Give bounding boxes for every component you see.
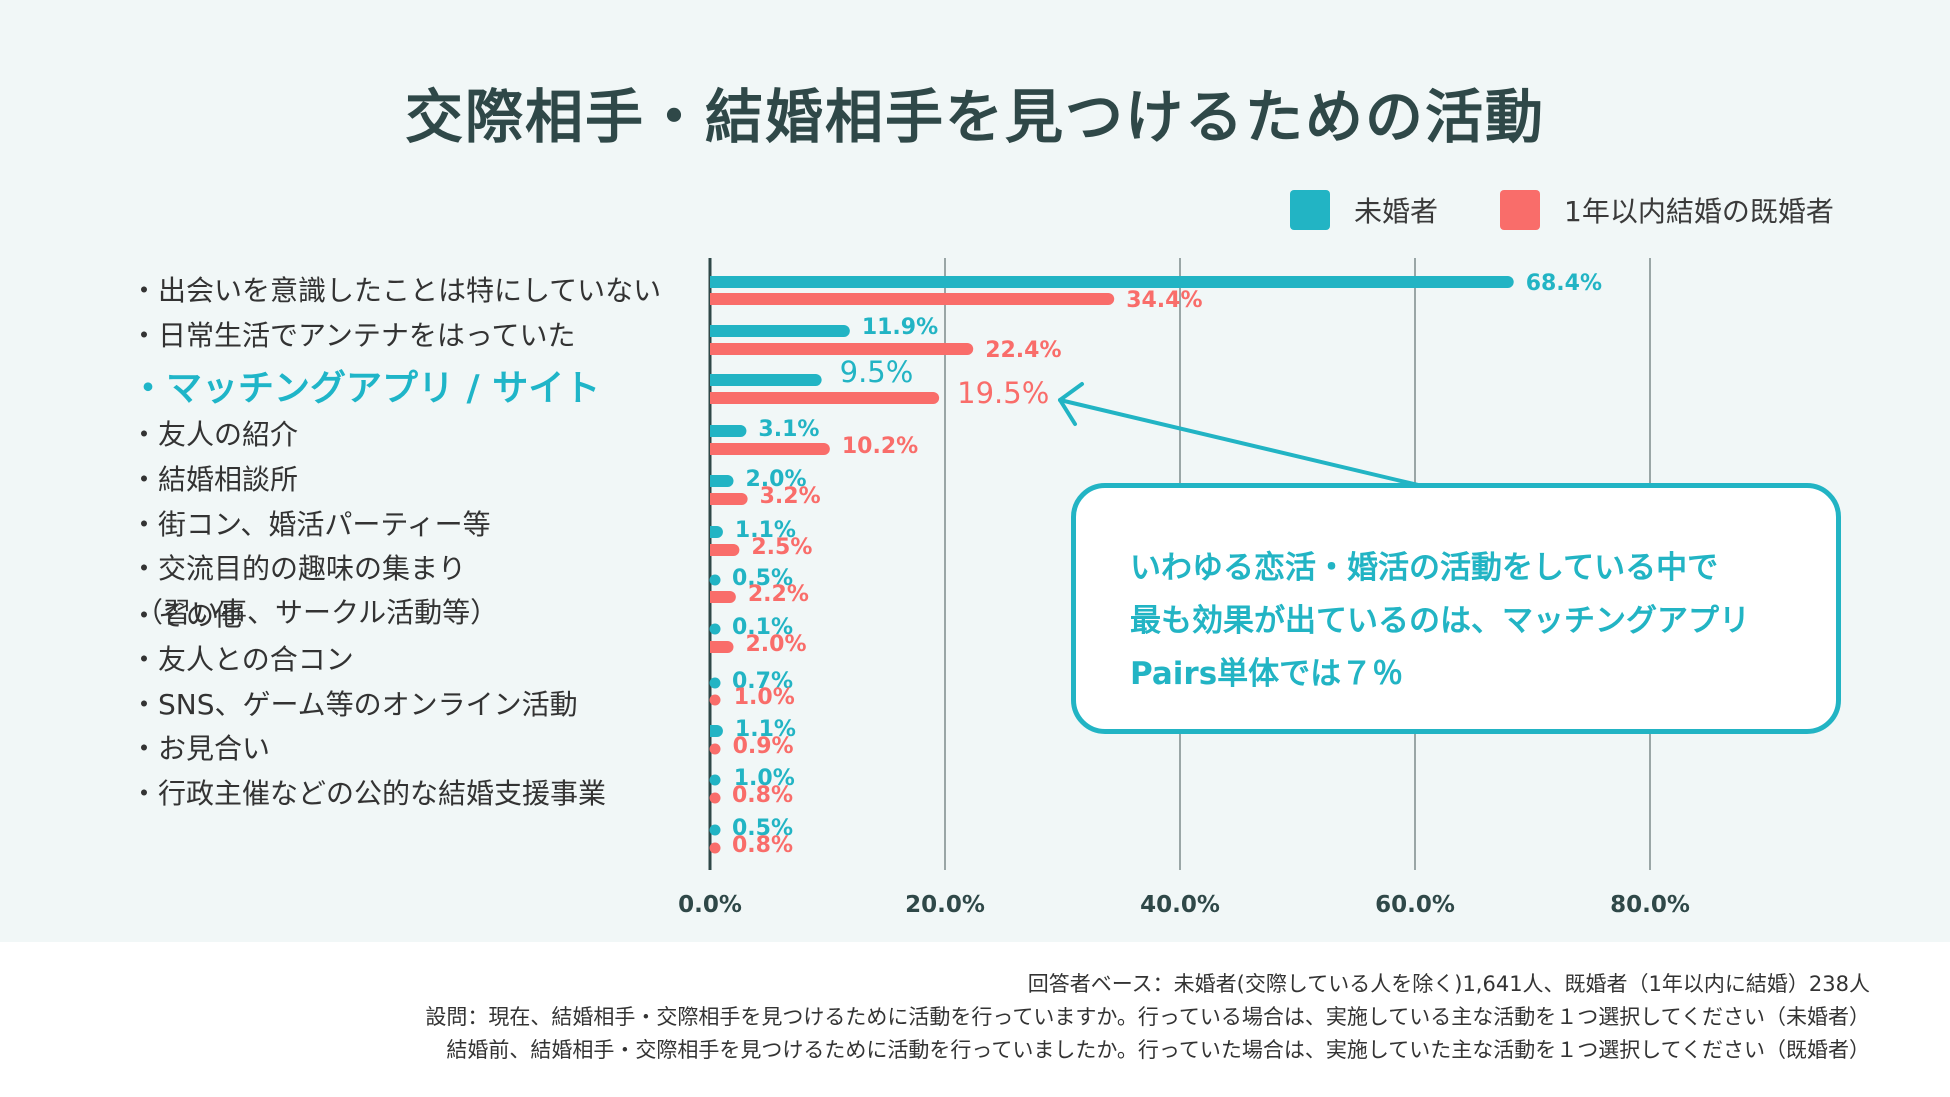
data-label: 1.0% — [734, 766, 795, 791]
category-label: ・お見合い — [130, 732, 270, 765]
bar — [710, 641, 734, 653]
bar — [710, 343, 974, 355]
callout-line-2: 最も効果が出ているのは、マッチングアプリ — [1130, 603, 1750, 639]
legend-swatch-married — [1500, 190, 1540, 230]
data-label: 2.5% — [751, 535, 812, 560]
bar — [709, 792, 721, 804]
data-label: 2.2% — [748, 582, 809, 607]
bar — [709, 774, 721, 786]
category-label: ・街コン、婚活パーティー等 — [130, 508, 491, 541]
bar — [710, 374, 822, 386]
data-label: 0.1% — [732, 615, 793, 640]
category-label: ・SNS、ゲーム等のオンライン活動 — [130, 688, 578, 721]
bar — [709, 842, 721, 854]
bar — [710, 443, 830, 455]
data-label: 0.9% — [733, 734, 794, 759]
labels: 0.0% 20.0% 40.0% 60.0% 80.0% ・出会いを意識したことは特にして… — [130, 271, 1690, 918]
footnote-question-married: 結婚前、結婚相手・交際相手を見つけるために活動を行っていましたか。行っていた場合… — [446, 1038, 1870, 1062]
legend-label-unmarried: 未婚者 — [1354, 195, 1439, 228]
category-label: ・出会いを意識したことは特にしていない — [130, 274, 661, 307]
data-label: 2.0% — [746, 467, 807, 492]
callout-box: いわゆる恋活・婚活の活動をしている中で 最も効果が出ているのは、マッチングアプリ… — [1071, 483, 1841, 734]
category-label: ・行政主催などの公的な結婚支援事業 — [130, 777, 606, 810]
bar — [709, 743, 721, 755]
callout-arrow — [1058, 382, 1420, 487]
footnotes: 回答者ベース：未婚者(交際している人を除く)1,641人、既婚者（1年以内に結婚… — [425, 968, 1870, 1067]
x-tick-label: 60.0% — [1375, 892, 1455, 918]
data-label: 3.2% — [760, 484, 821, 509]
legend-item-unmarried: 未婚者 — [1290, 190, 1438, 230]
data-label: 68.4% — [1526, 271, 1602, 296]
bar — [710, 293, 1115, 305]
bar — [710, 475, 734, 487]
legend-label-married: 1年以内結婚の既婚者 — [1564, 195, 1834, 228]
category-label: ・友人との合コン — [130, 643, 354, 676]
category-label: ・マッチングアプリ / サイト — [130, 368, 600, 409]
bar — [710, 392, 940, 404]
data-label: 0.7% — [732, 669, 793, 694]
bar-chart: 0.0% 20.0% 40.0% 60.0% 80.0% ・出会いを意識したことは特にして… — [130, 258, 1690, 918]
x-tick-label: 20.0% — [905, 892, 985, 918]
data-label: 1.1% — [735, 518, 796, 543]
data-label: 1.0% — [734, 685, 795, 710]
bar — [709, 694, 721, 706]
data-label: 10.2% — [842, 434, 918, 459]
bar — [709, 623, 721, 635]
data-label: 0.8% — [732, 783, 793, 808]
bar — [710, 725, 723, 737]
footnote-respondents: 回答者ベース：未婚者(交際している人を除く)1,641人、既婚者（1年以内に結婚… — [1027, 972, 1870, 996]
bar — [710, 325, 850, 337]
bar — [709, 677, 721, 689]
arrow-shaft — [1058, 398, 1420, 487]
bar — [710, 591, 736, 603]
category-label: ・交流目的の趣味の集まり — [130, 552, 466, 585]
callout-line-1: いわゆる恋活・婚活の活動をしている中で — [1130, 550, 1719, 586]
data-label: 2.0% — [746, 632, 807, 657]
data-label: 0.8% — [732, 833, 793, 858]
footnote-question-unmarried: 設問：現在、結婚相手・交際相手を見つけるために活動を行っていますか。行っている場… — [425, 1005, 1870, 1029]
bar — [710, 526, 723, 538]
arrow-head — [1058, 382, 1084, 426]
data-label: 22.4% — [985, 338, 1061, 363]
x-tick-label: 0.0% — [678, 892, 742, 918]
x-tick-label: 80.0% — [1610, 892, 1690, 918]
bar — [710, 493, 748, 505]
x-tick-label: 40.0% — [1140, 892, 1220, 918]
legend-swatch-unmarried — [1290, 190, 1330, 230]
bar — [710, 544, 740, 556]
category-label-sub: （習い事、サークル活動等） — [135, 596, 498, 629]
callout-line-3: Pairs単体では７％ — [1130, 656, 1404, 692]
data-label: 3.1% — [758, 417, 819, 442]
bar — [710, 425, 747, 437]
bars — [709, 276, 1514, 854]
category-label: ・友人の紹介 — [130, 418, 298, 451]
data-label: 0.5% — [732, 816, 793, 841]
data-label: 1.1% — [735, 717, 796, 742]
chart-panel — [0, 0, 1950, 942]
data-label: 19.5% — [957, 376, 1049, 410]
category-label: ・日常生活でアンテナをはっていた — [130, 319, 575, 352]
bar — [709, 824, 721, 836]
data-label: 9.5% — [840, 355, 914, 389]
data-label: 11.9% — [862, 315, 938, 340]
category-label: ・その他 — [130, 599, 242, 632]
data-label: 34.4% — [1126, 288, 1202, 313]
page-title: 交際相手・結婚相手を見つけるための活動 — [404, 83, 1545, 151]
data-label: 0.5% — [732, 566, 793, 591]
bar — [710, 276, 1514, 288]
legend-item-married: 1年以内結婚の既婚者 — [1500, 190, 1834, 230]
bar — [709, 574, 721, 586]
category-label: ・結婚相談所 — [130, 463, 298, 496]
